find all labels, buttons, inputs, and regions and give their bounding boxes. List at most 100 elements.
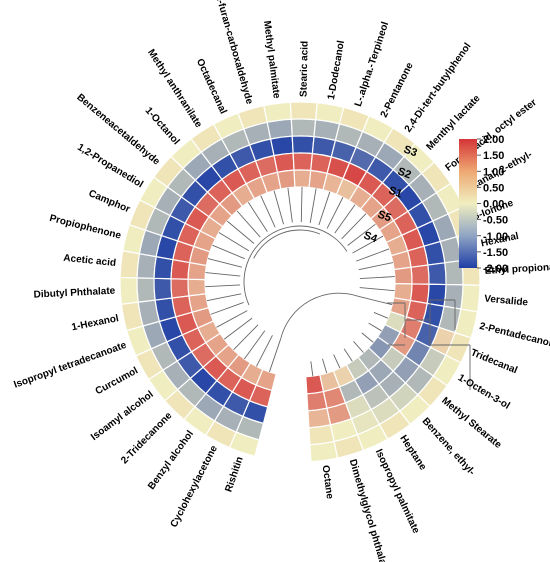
- dendrogram-branch: [309, 188, 317, 223]
- compound-label: Propiophenone: [48, 213, 122, 242]
- dendrogram-branch: [273, 190, 285, 225]
- dendrogram-branch: [310, 361, 314, 377]
- compound-label: 1-Octanol: [143, 105, 182, 147]
- heatmap-cell: [305, 374, 325, 395]
- compound-label: 1-Dodecanol: [326, 39, 347, 100]
- dendrogram-branch: [322, 358, 328, 374]
- heatmap-cell: [292, 152, 314, 172]
- dendrogram-branch: [260, 195, 276, 228]
- colorbar-tick-label: 1.00: [483, 166, 504, 178]
- compound-label: Acetic acid: [63, 253, 117, 269]
- compound-label: 2-Pentanone: [379, 61, 416, 120]
- compound-label: Dibutyl Phthalate: [33, 286, 116, 301]
- sample-track-label: S2: [396, 166, 413, 182]
- dendrogram-branch: [233, 324, 259, 351]
- color-scale-legend: 2.00 1.50 1.00 0.50 0.00 -0.50 -1.00 -1.50 -2.00: [459, 134, 508, 275]
- dendrogram-branch: [218, 232, 250, 252]
- heatmap-cell: [289, 101, 318, 121]
- heatmap-cell: [153, 255, 174, 280]
- dendrogram-branch: [373, 312, 389, 319]
- compound-label: Versalide: [484, 294, 529, 309]
- dendrogram-branch: [205, 272, 241, 277]
- compound-label: Tridecanal: [469, 347, 519, 376]
- compound-label: Curcumol: [94, 365, 140, 397]
- dendrogram-branch: [210, 302, 244, 315]
- heatmap-cell: [393, 266, 413, 285]
- heatmap-cell: [410, 264, 430, 285]
- heatmap-cell: [269, 135, 294, 157]
- compound-label: Rishitin: [223, 455, 245, 493]
- sample-track-label: S3: [402, 144, 419, 160]
- sample-track-label: S4: [362, 230, 380, 246]
- compound-label: Camphor: [87, 188, 132, 215]
- heatmap-cell: [290, 118, 317, 138]
- heatmap-cell: [153, 277, 173, 301]
- dendrogram-branch: [287, 187, 293, 223]
- dendrogram-branch: [334, 204, 356, 234]
- sample-track-labels: S3 S2 S1 S5 S4: [362, 144, 419, 246]
- heatmap-cell: [427, 262, 447, 286]
- heatmap-cell: [276, 169, 296, 190]
- heatmap-cell: [170, 278, 190, 299]
- dendrogram-branch: [205, 284, 241, 288]
- dendrogram-branch: [216, 310, 248, 328]
- heatmap-cell: [187, 278, 207, 297]
- heatmap-cell: [291, 135, 315, 155]
- heatmap-cell: [136, 277, 156, 303]
- sample-track-label: S1: [387, 185, 404, 201]
- dendrogram-branch: [343, 348, 353, 362]
- dendrogram-branch: [353, 341, 364, 353]
- dendrogram-branch: [341, 213, 367, 240]
- dendrogram-branch: [226, 220, 255, 244]
- dendrogram-branch: [358, 295, 393, 306]
- compound-label: L-.alpha.-Terpineol: [353, 20, 391, 108]
- dendrogram-branch: [359, 287, 395, 292]
- dendrogram-branch: [358, 262, 394, 271]
- heatmap-cell: [460, 284, 481, 313]
- colorbar-tick-label: 0.00: [483, 199, 504, 211]
- colorbar-gradient: [459, 139, 477, 268]
- compound-label: 1-Octen-3-ol: [456, 372, 512, 412]
- compound-label: 2-Pentadecanone: [478, 321, 550, 352]
- heatmap-cell: [443, 283, 464, 310]
- dendrogram-branch: [247, 202, 268, 232]
- dendrogram-branch: [255, 335, 273, 367]
- heatmap-cell: [273, 152, 295, 173]
- heatmap-cells: [119, 101, 481, 463]
- dendrogram-branch: [333, 354, 341, 369]
- dendrogram-branch: [212, 244, 245, 260]
- compound-label: 1-Hexanol: [71, 313, 120, 333]
- compound-label: Octane: [320, 465, 336, 501]
- dendrogram-branch: [300, 187, 303, 223]
- dendrogram-branch: [207, 258, 242, 268]
- dendrogram-branch: [268, 338, 282, 373]
- colorbar-tick-label: -1.00: [483, 231, 508, 243]
- dendrogram-branch: [253, 229, 321, 259]
- dendrogram-branch: [280, 292, 359, 339]
- colorbar-tick-label: 0.50: [483, 182, 504, 194]
- dendrogram-branch: [368, 322, 382, 332]
- dendrogram-branch: [243, 330, 266, 360]
- dendrogram-branch: [352, 235, 384, 254]
- sample-track-label: S5: [376, 209, 393, 225]
- compound-label: Octadecanal: [194, 57, 229, 116]
- colorbar-tick-label: 1.50: [483, 150, 504, 162]
- heatmap-cell: [119, 276, 139, 305]
- colorbar-tick-label: -2.00: [483, 263, 508, 275]
- compound-label: Heptane: [397, 433, 428, 472]
- dendrogram-branch: [206, 293, 242, 302]
- colorbar-tick-label: -0.50: [483, 215, 508, 227]
- dendrogram-branch: [356, 248, 390, 262]
- colorbar-tick-label: 2.00: [483, 134, 504, 146]
- dendrogram-branch: [326, 197, 344, 229]
- dendrogram-branch: [243, 225, 348, 306]
- dendrogram-branch: [223, 317, 253, 340]
- heatmap-cell: [306, 390, 328, 412]
- compound-label: Stearic acid: [298, 41, 310, 97]
- compound-label: Methyl palmitate: [261, 20, 282, 100]
- dendrogram-branch: [361, 332, 374, 343]
- heatmap-cell: [293, 169, 312, 189]
- dendrogram-branch: [359, 276, 395, 280]
- dendrogram: [205, 187, 471, 390]
